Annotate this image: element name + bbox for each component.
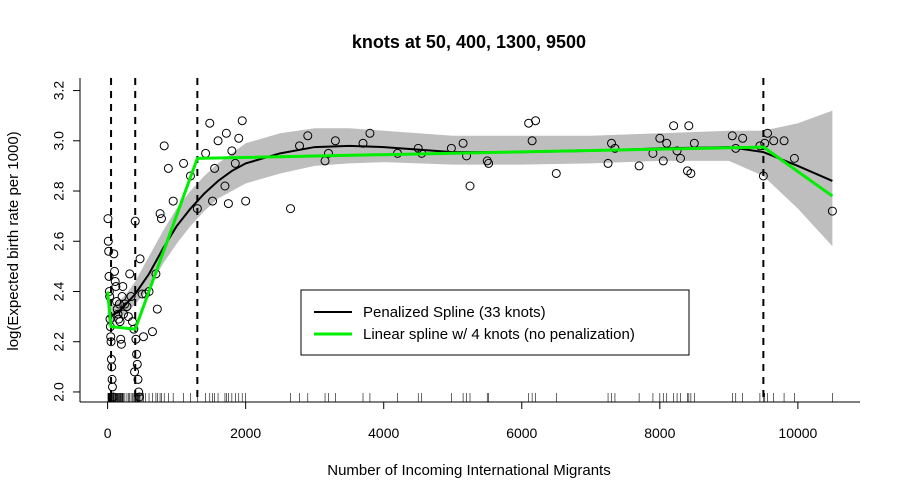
y-tick-label: 3.0 — [51, 131, 67, 151]
linear-spline-line — [106, 145, 834, 331]
data-point — [286, 204, 296, 214]
y-tick-label: 2.8 — [51, 181, 67, 201]
legend-box — [300, 289, 690, 356]
data-point — [458, 138, 468, 148]
data-point — [237, 116, 247, 126]
data-point — [163, 163, 173, 173]
data-point — [118, 281, 128, 291]
data-point — [147, 327, 157, 337]
data-point — [133, 374, 143, 384]
data-point — [789, 153, 799, 163]
data-point — [104, 246, 114, 256]
data-point — [365, 128, 375, 138]
data-point — [139, 332, 149, 342]
data-point — [123, 312, 133, 322]
x-tick-label: 10000 — [778, 425, 817, 441]
data-point — [323, 148, 333, 158]
y-tick-label: 2.0 — [51, 382, 67, 402]
data-point — [303, 131, 313, 141]
data-point — [482, 156, 492, 166]
data-point — [330, 136, 340, 146]
x-tick-label: 6000 — [506, 425, 537, 441]
data-point — [205, 118, 215, 128]
data-point — [210, 163, 220, 173]
data-point — [152, 304, 162, 314]
data-point — [120, 299, 130, 309]
data-point — [658, 156, 668, 166]
y-axis-label: log(Expected birth rate per 1000) — [5, 131, 22, 350]
data-point — [126, 292, 136, 302]
data-point — [115, 317, 125, 327]
data-point — [168, 196, 178, 206]
plot-area: 2.0 2.2 2.4 2.6 2.8 3.0 3.2 0 2000 4000 6000 8000 10… — [51, 78, 860, 441]
data-point — [125, 269, 135, 279]
data-point — [213, 136, 223, 146]
data-point — [156, 214, 166, 224]
data-point — [116, 339, 126, 349]
data-point — [107, 374, 117, 384]
chart-title: knots at 50, 400, 1300, 9500 — [352, 32, 586, 52]
legend: Penalized Spline (33 knots) Linear splin… — [300, 289, 690, 356]
x-tick-label: 0 — [104, 425, 112, 441]
data-point — [610, 143, 620, 153]
y-tick-label: 2.2 — [51, 332, 67, 352]
data-point — [103, 236, 113, 246]
data-point — [465, 181, 475, 191]
data-point — [179, 158, 189, 168]
data-point — [110, 266, 120, 276]
data-point — [220, 181, 230, 191]
legend-label-linear: Linear spline w/ 4 knots (no penalizatio… — [363, 326, 635, 343]
data-point — [684, 121, 694, 131]
data-point — [634, 161, 644, 171]
data-point — [230, 158, 240, 168]
data-point — [201, 148, 211, 158]
data-point — [109, 249, 119, 259]
data-point — [686, 168, 696, 178]
legend-label-penalized: Penalized Spline (33 knots) — [363, 304, 546, 321]
data-point — [827, 206, 837, 216]
y-tick-label: 3.2 — [51, 81, 67, 101]
data-point — [114, 314, 124, 324]
data-point — [104, 271, 114, 281]
data-point — [106, 337, 116, 347]
x-axis-label: Number of Incoming International Migrant… — [327, 462, 610, 479]
data-point — [227, 146, 237, 156]
x-tick-label: 4000 — [368, 425, 399, 441]
data-point — [132, 359, 142, 369]
data-point — [551, 168, 561, 178]
data-point — [135, 254, 145, 264]
data-point — [223, 199, 233, 209]
data-point — [234, 133, 244, 143]
data-point — [132, 349, 142, 359]
data-point — [208, 196, 218, 206]
y-tick-label: 2.6 — [51, 231, 67, 251]
data-point — [603, 158, 613, 168]
data-point — [107, 382, 117, 392]
data-point — [531, 116, 541, 126]
data-point — [655, 133, 665, 143]
data-point — [676, 153, 686, 163]
data-point — [116, 334, 126, 344]
data-point — [110, 276, 120, 286]
x-tick-label: 2000 — [230, 425, 261, 441]
data-point — [738, 133, 748, 143]
data-point — [672, 146, 682, 156]
data-point — [484, 158, 494, 168]
confidence-band — [107, 110, 833, 327]
data-point — [669, 121, 679, 131]
data-point — [221, 128, 231, 138]
data-point — [527, 136, 537, 146]
data-point — [155, 209, 165, 219]
data-point — [779, 136, 789, 146]
data-point — [103, 214, 113, 224]
x-tick-label: 8000 — [644, 425, 675, 441]
y-tick-label: 2.4 — [51, 282, 67, 302]
data-point — [727, 131, 737, 141]
data-point — [159, 141, 169, 151]
data-point — [118, 309, 128, 319]
data-point — [241, 196, 251, 206]
data-point — [769, 136, 779, 146]
